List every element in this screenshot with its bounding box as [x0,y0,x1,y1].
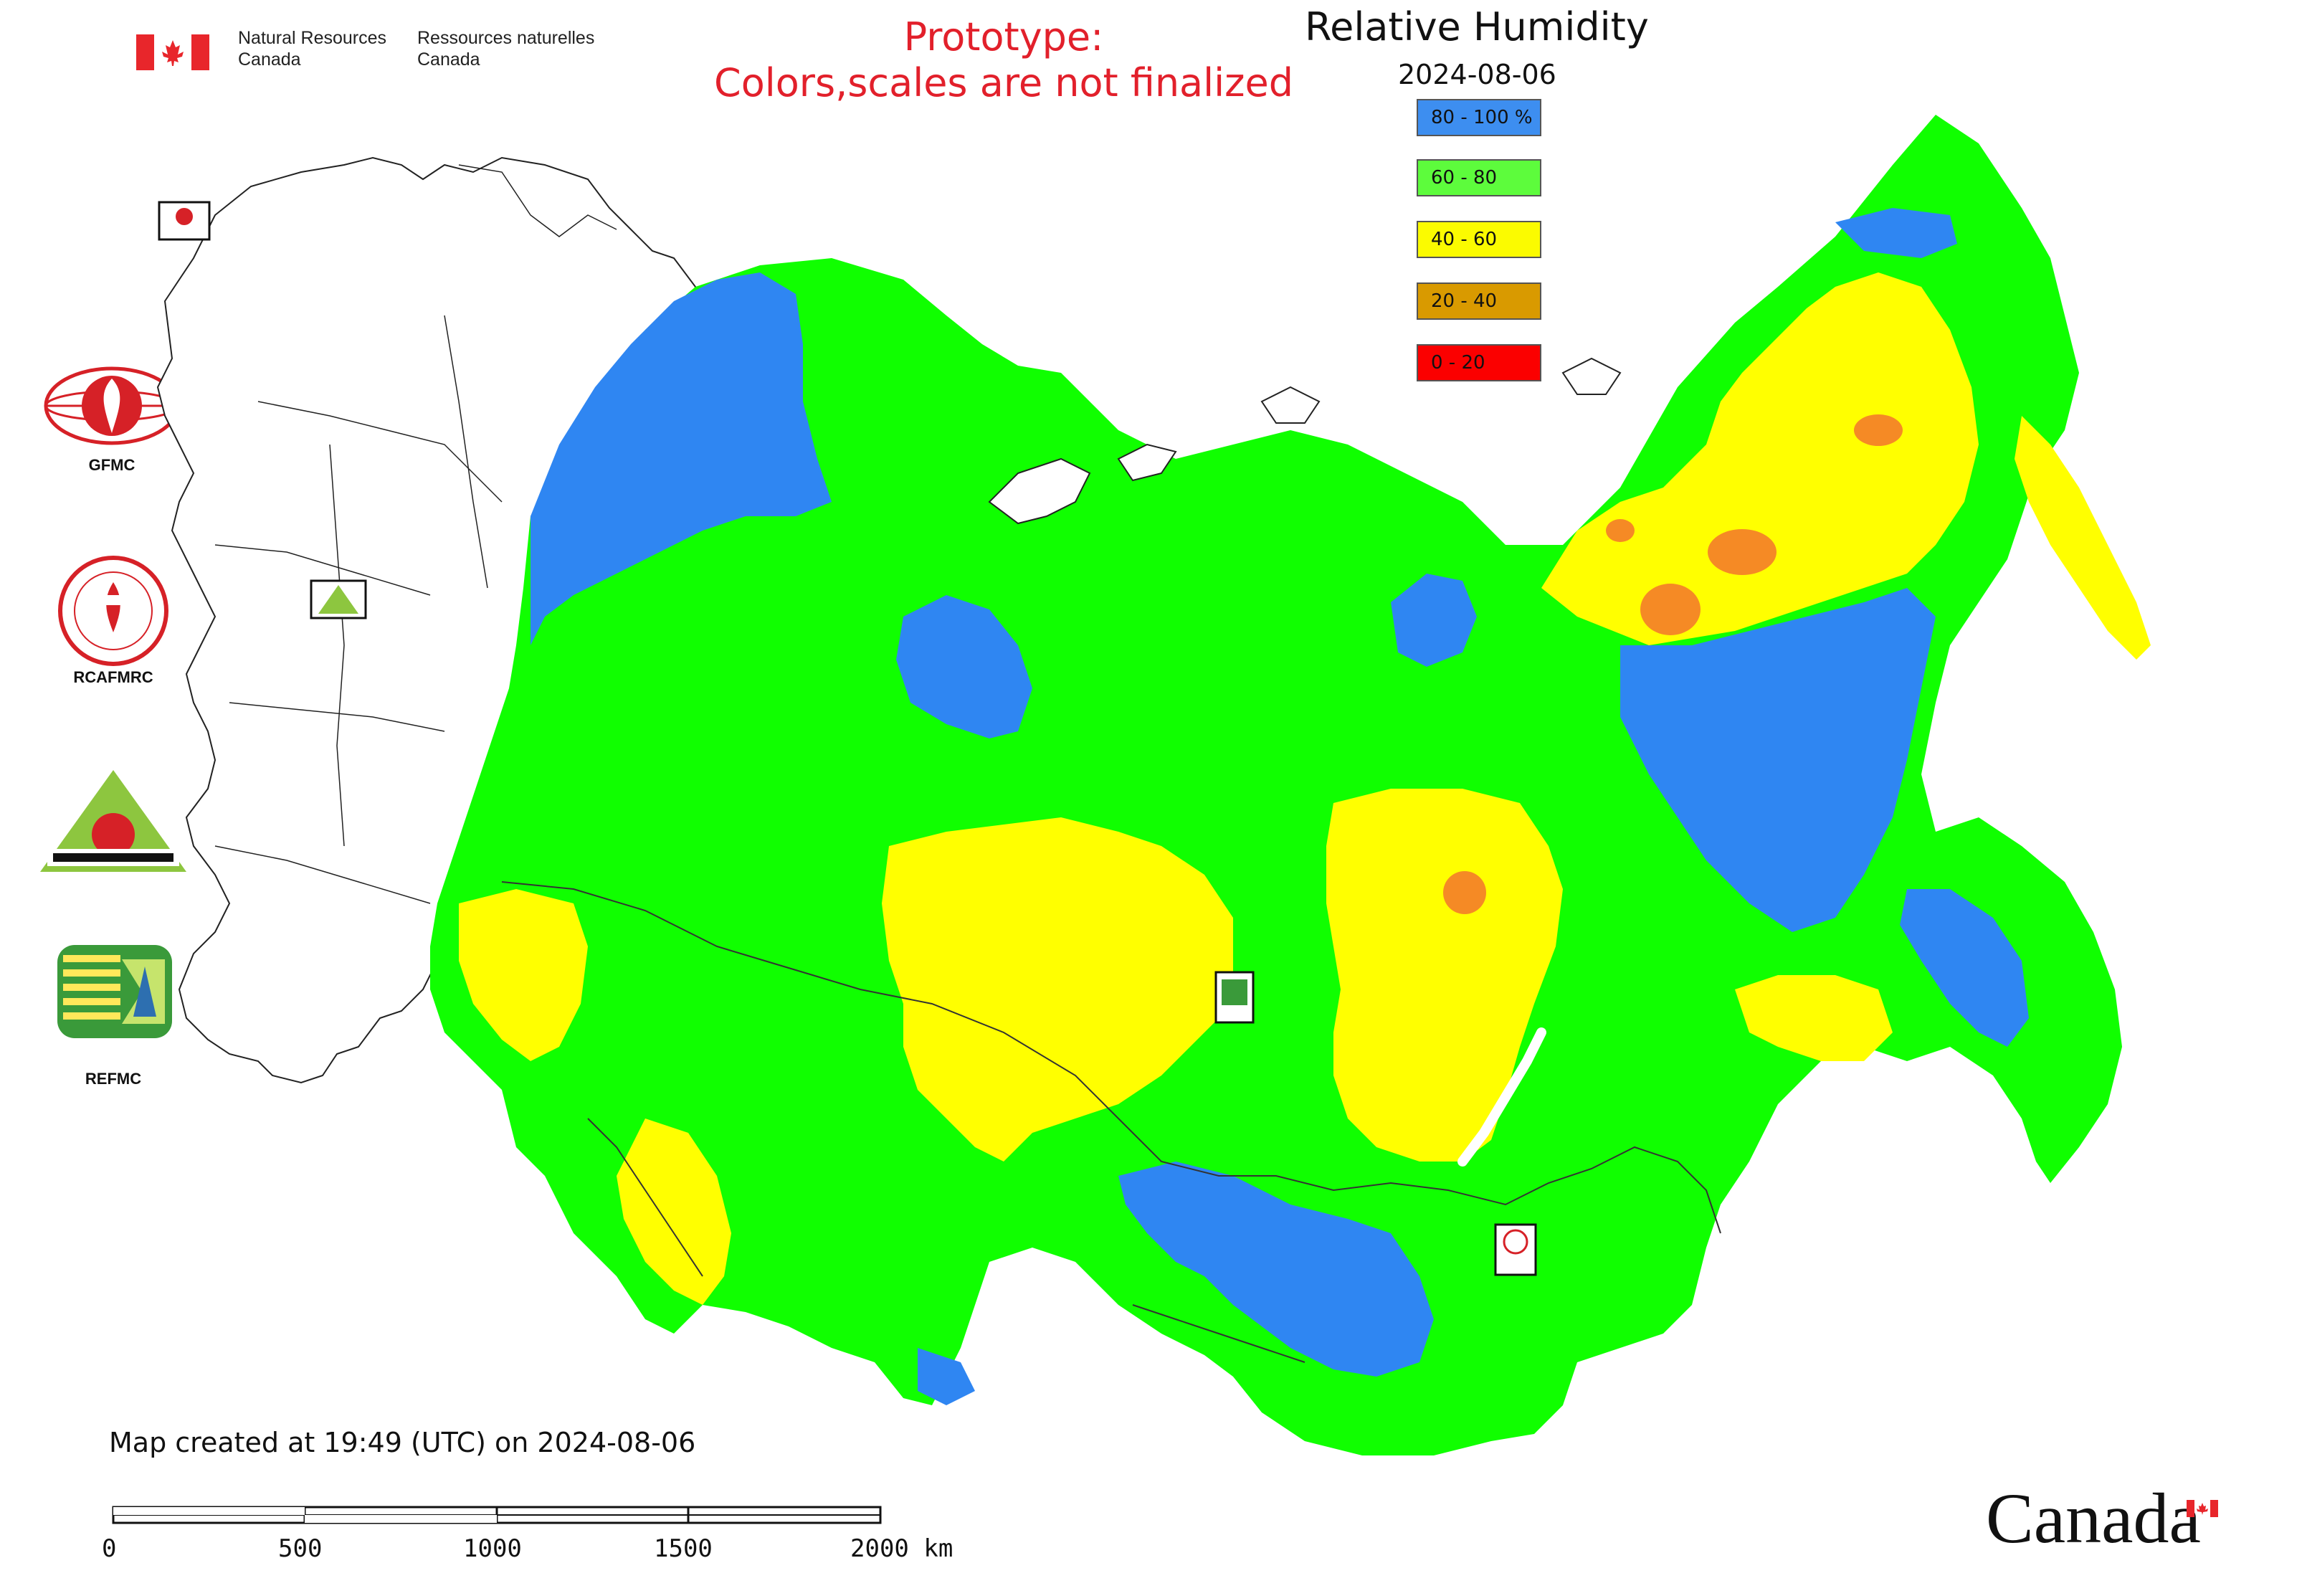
legend-item-60-80: 60 - 80 [1417,159,1541,196]
legend-label: 80 - 100 % [1431,107,1533,128]
gfmc-caption: GFMC [88,456,135,474]
rcafmrc-caption: RCAFMRC [73,668,153,686]
region-orange-4 [1854,414,1903,446]
arctic-islands [988,357,1622,525]
scale-tick-0: 0 [102,1534,117,1563]
region-green [430,115,2122,1455]
scale-tick-500: 500 [278,1534,323,1563]
agency-name-en: Natural Resources Canada [238,27,386,70]
region-orange-5 [1606,519,1635,542]
island-1 [1117,443,1177,482]
canada-wordmark-flag-icon [2187,1500,2218,1517]
lake-baikal [1457,1027,1546,1167]
legend-label: 40 - 60 [1431,229,1498,250]
legend-item-20-40: 20 - 40 [1417,282,1541,320]
region-orange-3 [1708,529,1777,575]
border-line [257,401,503,503]
scale-tick-2000: 2000 km [850,1534,953,1563]
region-yellow-kamchatka [2015,416,2151,660]
region-blue-sakhalin [1900,889,2029,1047]
warning-line1: Prototype: [903,14,1104,60]
reefmc-logo [37,767,189,875]
region-yellow-central-asia [617,1118,731,1305]
region-yellow-southeast [1735,975,1893,1061]
novaya-zemlya [988,457,1091,525]
border-line [329,444,345,847]
border-line [214,544,431,596]
legend-label: 20 - 40 [1431,290,1498,312]
agency-en-line1: Natural Resources [238,28,387,48]
europe-land [156,156,697,1084]
region-blue-north1 [896,595,1032,738]
canada-wordmark: Canada [1986,1478,2201,1558]
refmc-caption: REFMC [85,1070,142,1088]
legend-label: 0 - 20 [1431,352,1485,374]
region-yellow-central [1326,789,1563,1162]
refmc-logo [57,945,172,1038]
europe-outline [156,156,697,1084]
region-blue-yakutia [1620,588,1936,932]
rcafmrc-marker [1494,1223,1537,1276]
agency-en-line2: Canada [238,49,301,70]
border-line [229,702,445,732]
region-blue-chukotka [1835,208,1957,258]
region-yellow-kazakh [882,817,1233,1162]
canada-flag-icon [136,34,209,70]
map-date: 2024-08-06 [1398,59,1556,90]
legend-item-0-20: 0 - 20 [1417,344,1541,381]
prototype-warning: Prototype: Colors,scales are not finaliz… [645,14,1362,106]
region-blue-karelia [531,272,832,645]
border-line [214,845,431,904]
island-2 [1260,386,1321,424]
region-yellow-east [1541,272,1979,645]
region-yellow-west [459,889,588,1061]
legend-item-40-60: 40 - 60 [1417,221,1541,258]
agency-fr-line1: Ressources naturelles [417,28,595,48]
border-line [458,164,617,237]
legend-item-80-100: 80 - 100 % [1417,99,1541,136]
region-blue-south [918,1348,975,1405]
rcafmrc-logo [56,554,171,668]
warning-line2: Colors,scales are not finalized [714,60,1293,105]
scale-tick-1500: 1500 [654,1534,713,1563]
scale-bar [112,1506,882,1524]
agency-name-fr: Ressources naturelles Canada [417,27,594,70]
region-blue-altai [1118,1162,1434,1377]
region-orange-2 [1640,584,1701,635]
country-borders [501,881,1721,1363]
scale-tick-1000: 1000 [463,1534,522,1563]
legend-label: 60 - 80 [1431,167,1498,189]
region-blue-taimyr [1391,574,1477,667]
island-3 [1561,357,1622,395]
region-orange-1 [1443,871,1486,914]
agency-fr-line2: Canada [417,49,480,70]
map-title: Relative Humidity [1305,4,1649,49]
border-line [444,315,488,589]
map-created-text: Map created at 19:49 (UTC) on 2024-08-06 [109,1427,696,1458]
